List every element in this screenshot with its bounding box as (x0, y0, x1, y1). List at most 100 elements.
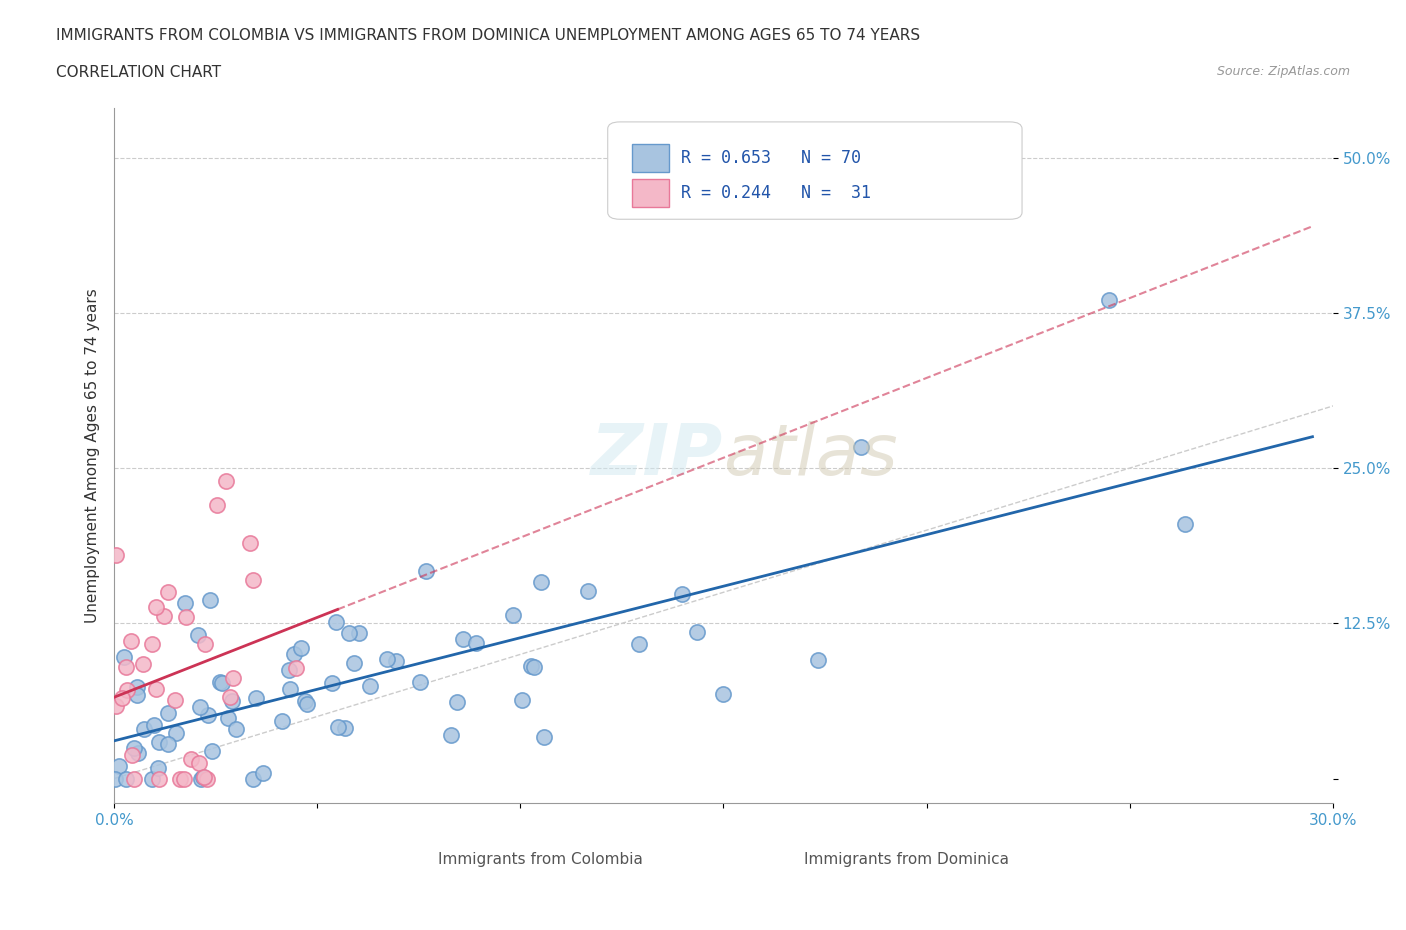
Point (111, 690, 134, 705)
Point (195, 771, 218, 786)
Bar (761, 831, 790, 856)
Point (197, 708, 219, 723)
Point (173, 595, 195, 610)
Point (238, 535, 260, 550)
Point (285, 660, 308, 675)
Point (465, 635, 488, 650)
Point (201, 743, 224, 758)
Point (115, 660, 138, 675)
Point (115, 771, 138, 786)
Bar (633, 144, 669, 172)
Point (219, 690, 242, 705)
Point (335, 721, 357, 736)
Point (294, 694, 316, 709)
Point (117, 683, 139, 698)
Point (451, 631, 474, 646)
Point (415, 564, 437, 578)
Point (807, 653, 830, 668)
Bar (395, 831, 425, 856)
Point (347, 626, 370, 641)
Point (242, 573, 264, 588)
FancyBboxPatch shape (607, 122, 1022, 219)
Point (214, 473, 236, 488)
Text: Source: ZipAtlas.com: Source: ZipAtlas.com (1216, 65, 1350, 78)
Point (163, 692, 186, 707)
Point (180, 751, 202, 766)
Point (194, 636, 217, 651)
Text: Immigrants from Dominica: Immigrants from Dominica (804, 852, 1008, 867)
Text: IMMIGRANTS FROM COLOMBIA VS IMMIGRANTS FROM DOMINICA UNEMPLOYMENT AMONG AGES 65 : IMMIGRANTS FROM COLOMBIA VS IMMIGRANTS F… (56, 28, 921, 43)
Point (122, 771, 145, 786)
Point (112, 649, 135, 664)
Point (157, 585, 180, 600)
Point (520, 658, 543, 673)
Point (104, 771, 127, 786)
Point (124, 740, 146, 755)
Y-axis label: Unemployment Among Ages 65 to 74 years: Unemployment Among Ages 65 to 74 years (86, 288, 100, 623)
Point (174, 610, 197, 625)
Point (211, 676, 233, 691)
Point (105, 548, 128, 563)
Point (148, 771, 170, 786)
Point (502, 607, 524, 622)
Text: CORRELATION CHART: CORRELATION CHART (56, 65, 221, 80)
Point (359, 678, 381, 693)
Point (278, 663, 301, 678)
Point (108, 759, 131, 774)
Point (523, 659, 546, 674)
Point (132, 722, 155, 737)
Text: R = 0.244   N =  31: R = 0.244 N = 31 (681, 184, 870, 202)
Point (337, 625, 360, 640)
Point (529, 575, 551, 590)
Point (1098, 293, 1121, 308)
Bar (633, 179, 669, 206)
Point (533, 730, 555, 745)
Point (208, 674, 231, 689)
Point (325, 615, 347, 630)
Point (146, 761, 169, 776)
Point (105, 699, 128, 714)
Point (576, 583, 599, 598)
Point (510, 692, 533, 707)
Point (686, 624, 709, 639)
Point (446, 695, 468, 710)
Point (711, 686, 734, 701)
Point (143, 718, 166, 733)
Point (321, 676, 343, 691)
Point (671, 587, 693, 602)
Point (132, 657, 155, 671)
Point (222, 671, 245, 685)
Point (271, 713, 294, 728)
Point (377, 652, 399, 667)
Point (343, 656, 366, 671)
Point (127, 746, 149, 761)
Point (207, 498, 229, 512)
Point (169, 771, 191, 786)
Point (198, 592, 221, 607)
Point (326, 720, 349, 735)
Text: atlas: atlas (724, 421, 898, 490)
Point (242, 771, 264, 786)
Point (173, 771, 195, 786)
Point (252, 765, 274, 780)
Point (851, 440, 873, 455)
Point (283, 647, 305, 662)
Point (127, 687, 149, 702)
Point (409, 675, 432, 690)
Point (245, 690, 267, 705)
Point (125, 680, 148, 695)
Point (190, 771, 212, 786)
Point (187, 628, 209, 643)
Point (628, 637, 651, 652)
Text: Immigrants from Colombia: Immigrants from Colombia (439, 852, 643, 867)
Point (157, 737, 180, 751)
Text: R = 0.653   N = 70: R = 0.653 N = 70 (681, 149, 860, 167)
Point (278, 682, 301, 697)
Point (1174, 517, 1197, 532)
Point (188, 755, 211, 770)
Point (221, 693, 243, 708)
Point (297, 697, 319, 711)
Point (145, 600, 167, 615)
Point (148, 734, 170, 749)
Point (153, 608, 176, 623)
